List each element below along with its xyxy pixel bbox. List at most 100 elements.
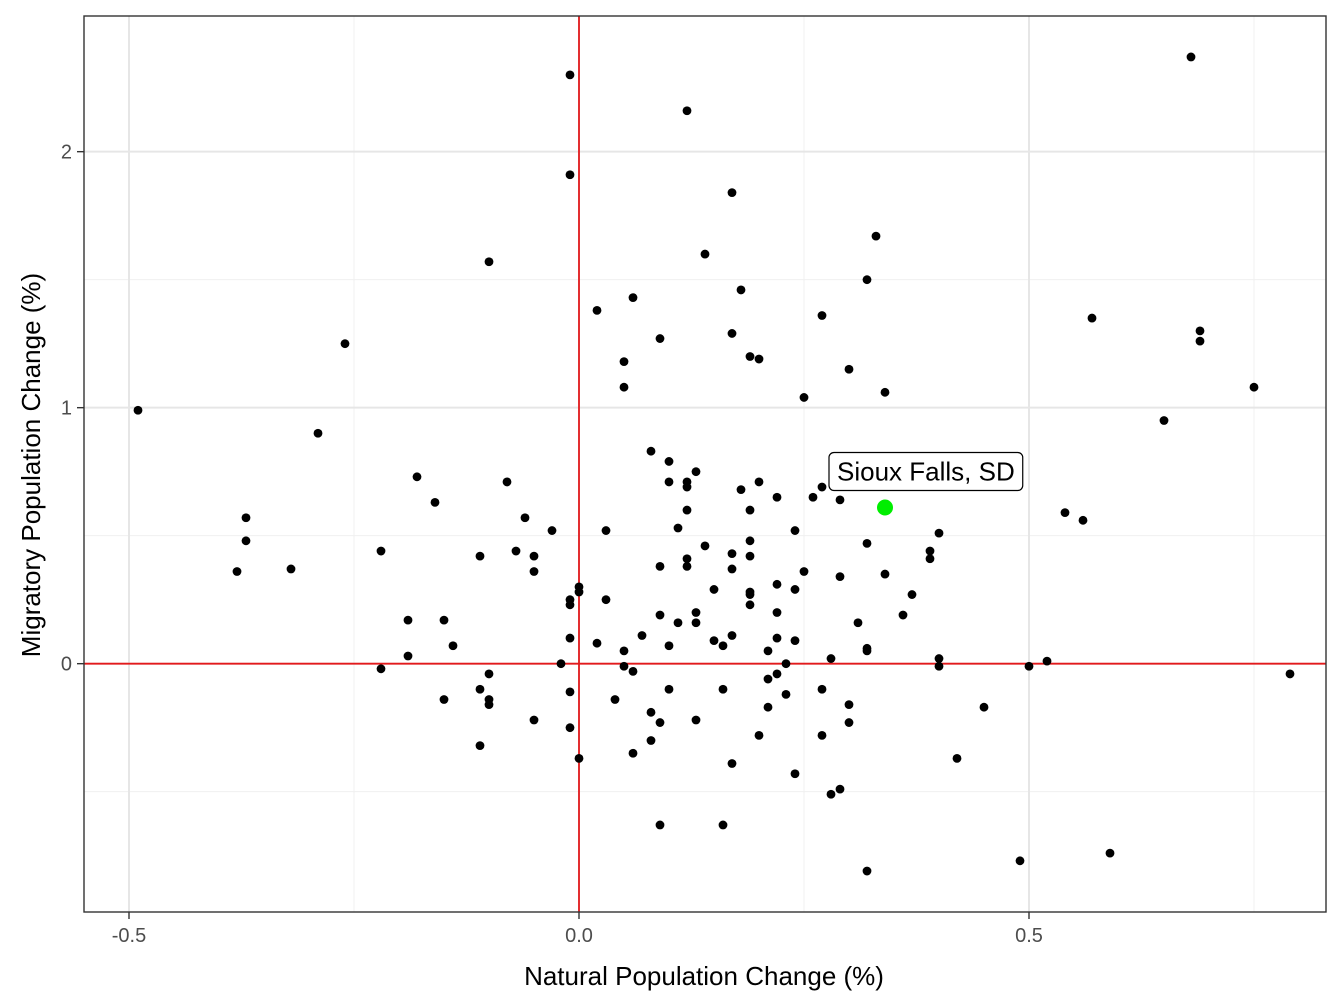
data-point [646,446,656,456]
data-point [484,257,494,267]
data-point [601,526,611,535]
data-point [664,684,674,694]
data-point [664,457,674,466]
highlight-point [877,499,893,516]
data-point [1105,848,1115,858]
data-point [1249,382,1259,392]
data-point [565,723,575,733]
data-point [844,364,854,374]
data-point [1042,656,1052,666]
data-point [1078,515,1088,525]
data-point [718,641,728,651]
data-point [412,472,422,482]
data-point [925,546,935,556]
data-point [691,608,701,617]
data-point [1285,669,1295,679]
data-point [871,231,881,241]
data-point [475,551,485,561]
data-point [934,654,944,663]
data-point [790,636,800,646]
data-point [475,684,485,694]
data-point [1015,856,1025,866]
annotation-text: Sioux Falls, SD [837,457,1015,487]
data-point [862,866,872,876]
data-point [664,641,674,651]
data-point [430,498,440,507]
data-point [1087,313,1097,323]
data-point [628,293,638,302]
data-point [745,352,755,361]
data-point [655,718,665,727]
data-point [736,485,746,494]
data-point [952,754,962,763]
data-point [682,505,692,515]
x-axis-ticks: -0.5 0.0 0.5 [112,912,1043,947]
data-point [484,700,494,710]
data-point [754,730,764,740]
y-tick-label: 0 [61,654,72,676]
data-point [709,585,719,594]
data-point [700,249,710,259]
data-point [655,334,665,343]
data-point [844,700,854,710]
data-point [781,659,791,669]
data-point [691,715,701,725]
data-point [1195,326,1205,336]
data-point [637,631,647,640]
data-point [745,551,755,561]
data-point [745,505,755,515]
data-point [682,554,692,564]
data-point [565,170,575,180]
data-point [862,275,872,285]
data-point [502,477,512,487]
data-point [475,741,485,750]
data-point [1060,508,1070,518]
y-axis-ticks: 0 1 2 [61,142,84,676]
data-point [700,541,710,551]
data-point [718,684,728,694]
data-point [718,820,728,830]
data-point [727,329,737,338]
data-point [574,587,584,597]
x-tick-label: 0.5 [1015,925,1043,947]
data-point [646,707,656,717]
data-point [1186,52,1196,62]
data-point [835,495,845,505]
x-tick-label: -0.5 [112,925,146,947]
data-point [835,784,845,794]
panel-border [83,15,1327,913]
data-point [790,526,800,535]
data-point [655,820,665,830]
data-point [592,306,602,315]
data-point [979,702,989,712]
y-tick-label: 2 [61,142,72,164]
data-point [763,674,773,684]
highlight-group: Sioux Falls, SD [828,451,1024,516]
data-point [556,659,566,669]
data-point [628,666,638,676]
data-point [565,600,575,610]
data-point [133,405,143,415]
data-point [745,600,755,610]
data-point [691,618,701,628]
data-point [772,633,782,643]
data-point [601,595,611,605]
data-point [736,285,746,295]
data-point [817,482,827,492]
data-point [772,608,782,617]
data-point [772,579,782,589]
data-point [817,684,827,694]
data-point [520,513,530,523]
annotation-label: Sioux Falls, SD [828,451,1024,492]
data-point [862,646,872,656]
data-point [1195,336,1205,346]
data-point [313,428,323,438]
data-point [745,536,755,546]
data-point [790,769,800,779]
data-point [781,690,791,699]
data-point [232,567,242,576]
data-point [439,695,449,704]
data-point [403,615,413,625]
